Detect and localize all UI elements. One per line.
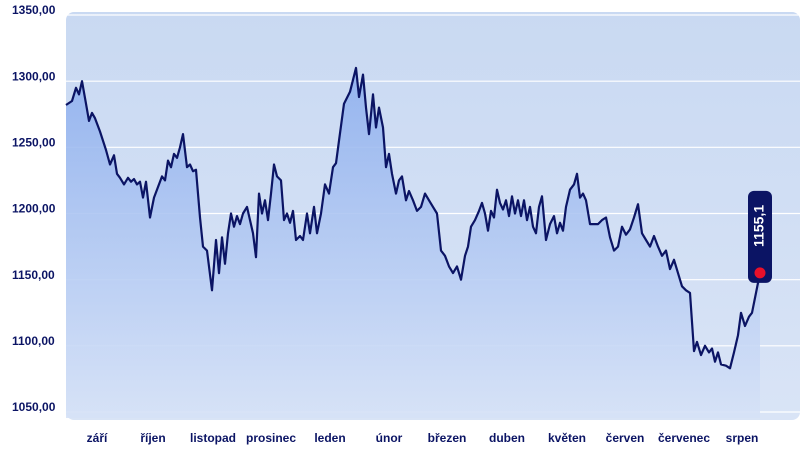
end-marker (754, 267, 766, 279)
x-tick-label: únor (376, 431, 403, 445)
area (66, 67, 760, 419)
x-tick-label: leden (314, 431, 345, 445)
x-tick-label: červenec (658, 431, 710, 445)
x-tick-label: srpen (726, 431, 759, 445)
y-tick-label: 1250,00 (12, 136, 56, 150)
x-tick-label: duben (489, 431, 525, 445)
x-tick-label: červen (606, 431, 645, 445)
x-tick-label: prosinec (246, 431, 296, 445)
end-label: 1155,1 (751, 205, 767, 247)
x-tick-label: říjen (140, 431, 165, 445)
x-tick-label: březen (428, 431, 467, 445)
y-tick-label: 1350,00 (12, 3, 56, 17)
x-tick-label: listopad (190, 431, 236, 445)
y-tick-label: 1300,00 (12, 69, 56, 83)
y-tick-label: 1050,00 (12, 400, 56, 414)
end-label-box (748, 190, 772, 283)
x-tick-label: září (87, 431, 108, 445)
y-tick-label: 1200,00 (12, 202, 56, 216)
y-tick-label: 1100,00 (12, 334, 55, 348)
y-tick-label: 1150,00 (12, 268, 55, 282)
x-tick-label: květen (548, 431, 586, 445)
line (65, 66, 762, 370)
